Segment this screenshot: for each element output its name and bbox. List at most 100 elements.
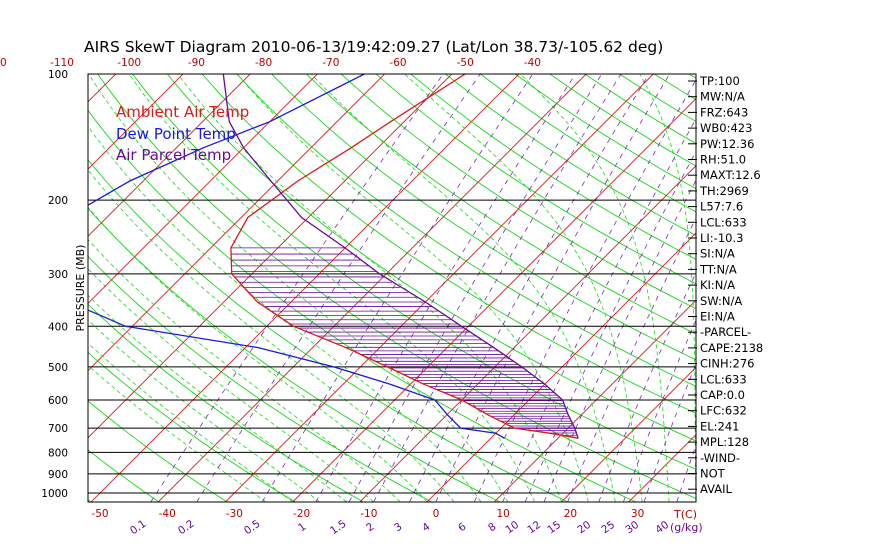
mixing-ratio-tick-label: 0.1: [128, 518, 149, 537]
mixing-ratio-line: [435, 74, 670, 502]
stats-item: WB0:423: [700, 121, 752, 135]
stats-item: CAPE:2138: [700, 341, 763, 355]
moist-adiabat-line: [88, 74, 509, 502]
stats-item: -PARCEL-: [700, 325, 751, 339]
moist-adiabat-line: [88, 169, 455, 502]
stats-item: CINH:276: [700, 357, 755, 371]
mixing-ratio-tick-label: 40: [653, 519, 671, 537]
legend-dew-point-temp: Dew Point Temp: [116, 125, 236, 143]
legend-air-parcel-temp: Air Parcel Temp: [116, 146, 231, 164]
mixing-ratio-tick-label: 1: [296, 521, 308, 535]
stats-item: TP:100: [699, 74, 740, 88]
stats-item: CAP:0.0: [700, 388, 745, 402]
dry-adiabat-line: [306, 74, 696, 335]
dew-point-temp-line: [88, 74, 505, 439]
moist-adiabat-line: [88, 125, 482, 502]
temp-tick-label: 30: [631, 508, 644, 520]
dry-adiabat-line: [88, 449, 160, 502]
mixing-ratio-tick-label: 0.5: [242, 518, 263, 537]
dry-adiabat-line: [88, 303, 364, 502]
temp-tick-label: -10: [360, 508, 377, 520]
isotherm-line: [627, 433, 696, 502]
stats-item: MPL:128: [700, 435, 749, 449]
stats-item: EI:N/A: [700, 310, 735, 324]
dry-adiabat-line: [271, 74, 696, 361]
mixing-ratio-tick-label: 25: [599, 519, 617, 537]
mixing-ratio-tick-label: 4: [420, 521, 433, 535]
dry-adiabat-line: [0, 74, 23, 502]
stats-item: NOT: [700, 467, 726, 481]
mixing-ratio-tick-label: 8: [486, 521, 498, 535]
dry-adiabat-line: [410, 74, 696, 260]
dry-adiabat-line: [201, 74, 696, 414]
temp-tick-label: 20: [564, 508, 577, 520]
dry-adiabat-line: [88, 255, 432, 502]
stats-item: LCL:633: [700, 372, 747, 386]
pressure-tick-label: 300: [48, 269, 68, 281]
temp-tick-label: -20: [293, 508, 310, 520]
mixing-ratio-line: [524, 150, 696, 502]
mixing-ratio-line: [261, 74, 534, 502]
dry-adiabat-line: [340, 74, 696, 310]
mixing-ratio-line: [676, 444, 696, 502]
isotherm-line: [157, 74, 587, 502]
moist-adiabat-line: [520, 74, 670, 502]
isotherm-line: [88, 74, 319, 305]
mixing-ratio-line: [150, 74, 444, 502]
mixing-ratio-tick-label: 3: [392, 521, 404, 535]
isotherm-line: [88, 74, 184, 170]
stats-item: FRZ:643: [700, 105, 748, 119]
air-parcel-temp-line: [222, 74, 579, 439]
mixing-ratio-tick-label: 0.2: [176, 518, 197, 537]
temp-tick-label: -40: [159, 508, 176, 520]
mixing-ratio-tick-label: 10: [503, 519, 521, 537]
mixing-ratio-line: [623, 319, 696, 502]
moist-adiabat-line: [404, 74, 643, 502]
stats-item: LFC:632: [700, 404, 747, 418]
moist-adiabat-line: [310, 74, 616, 502]
isotherm-line: [426, 232, 696, 502]
mixing-ratio-line: [598, 271, 696, 502]
moist-adiabat-line: [88, 364, 267, 502]
dry-adiabat-line: [88, 207, 500, 502]
stats-item: TT:N/A: [699, 262, 737, 276]
mixing-ratio-tick-label: 20: [575, 519, 593, 537]
pressure-tick-label: 400: [48, 321, 68, 333]
stats-item: AVAIL: [700, 482, 733, 496]
moist-adiabat-line: [88, 206, 428, 502]
mixing-ratio-line: [643, 362, 696, 502]
mixing-ratio-line: [373, 74, 622, 502]
pressure-tick-label: 800: [48, 447, 68, 459]
isotherm-line: [88, 74, 453, 439]
chart-title: AIRS SkewT Diagram 2010-06-13/19:42:09.2…: [84, 38, 663, 56]
top-temp-tick-label: -40: [524, 57, 541, 69]
dry-adiabat-line: [759, 74, 870, 502]
isotherm-line: [493, 299, 696, 502]
pressure-tick-label: 200: [48, 195, 68, 207]
top-temp-tick-label: -80: [255, 57, 272, 69]
top-temp-tick-label: -120: [0, 57, 7, 69]
stats-item: LI:-10.3: [700, 231, 743, 245]
pressure-tick-label: 100: [48, 69, 68, 81]
stats-item: RH:51.0: [700, 153, 746, 167]
ambient-air-temp-line: [230, 74, 579, 439]
pressure-tick-label: 700: [48, 423, 68, 435]
isotherm-line: [359, 165, 696, 502]
y-axis-label: PRESSURE (MB): [74, 245, 87, 332]
isotherm-line: [90, 74, 520, 502]
x-axis-label: T(C): [673, 508, 697, 521]
mixing-ratio-tick-label: 15: [545, 519, 563, 537]
moist-adiabat-line: [88, 238, 401, 502]
pressure-tick-label: 900: [48, 469, 68, 481]
mixing-ratio-tick-label: 1.5: [328, 518, 349, 537]
mixing-ratio-line: [473, 79, 696, 502]
dry-adiabat-line: [166, 74, 696, 442]
pressure-tick-label: 600: [48, 395, 68, 407]
dry-adiabat-line: [88, 159, 568, 502]
mixing-ratio-tick-label: 2: [364, 521, 376, 535]
pressure-tick-label: 500: [48, 362, 68, 374]
dry-adiabat-line: [375, 74, 696, 285]
stats-item: -WIND-: [700, 451, 740, 465]
